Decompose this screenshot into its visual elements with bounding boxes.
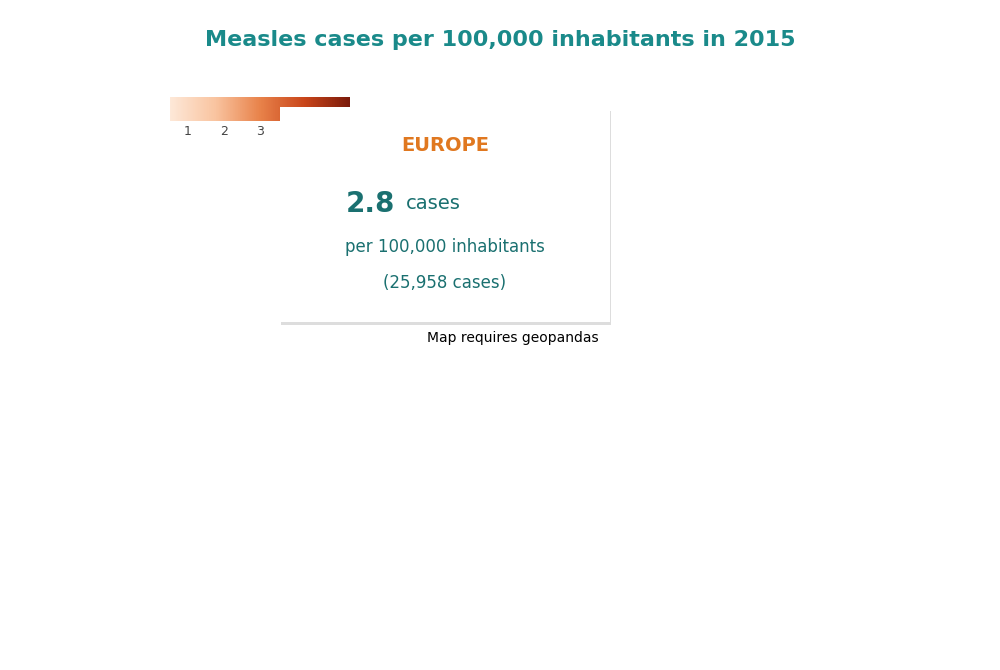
Text: (25,958 cases): (25,958 cases) [383,274,507,292]
Text: cases: cases [405,194,460,213]
Text: Measles cases per 100,000 inhabitants in 2015: Measles cases per 100,000 inhabitants in… [205,30,795,50]
Text: 2.8: 2.8 [346,190,396,218]
Text: EUROPE: EUROPE [401,136,489,155]
Text: per 100,000 inhabitants: per 100,000 inhabitants [345,238,545,255]
Text: Map requires geopandas: Map requires geopandas [427,332,598,345]
